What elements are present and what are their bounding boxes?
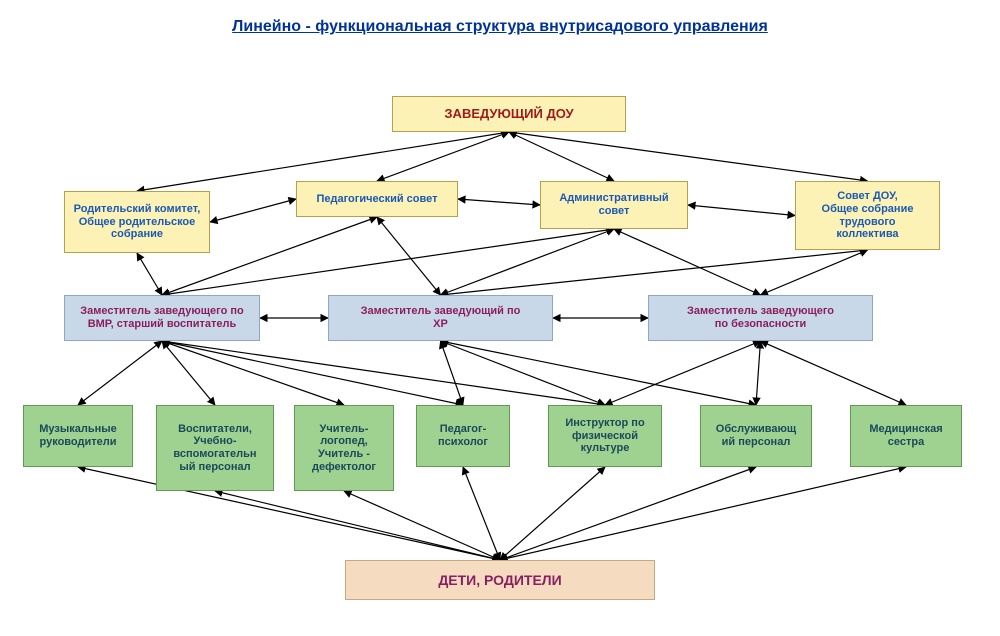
edge-admin_council-dep_xp	[441, 229, 615, 295]
edge-ped_council-dep_xp	[377, 217, 441, 295]
edge-admin_council-dep_vmr	[162, 229, 614, 295]
edge-admin_council-council_dou	[688, 205, 795, 216]
edge-dep_vmr-logoped	[162, 341, 344, 405]
node-parents: Родительский комитет, Общее родительское…	[64, 191, 210, 253]
node-dep_xp: Заместитель заведующий по ХР	[328, 295, 553, 341]
edge-head-ped_council	[377, 132, 509, 181]
edge-council_dou-dep_sec	[761, 250, 868, 295]
edge-dep_vmr-vospit	[162, 341, 215, 405]
edge-psych-children	[463, 467, 500, 560]
node-dep_sec: Заместитель заведующего по безопасности	[648, 295, 873, 341]
edge-dep_xp-instr	[441, 341, 606, 405]
edge-service-children	[500, 467, 756, 560]
edge-dep_sec-nurse	[761, 341, 907, 405]
edge-logoped-children	[344, 491, 500, 560]
node-service: Обслуживающ ий персонал	[700, 405, 812, 467]
node-admin_council: Административный совет	[540, 181, 688, 229]
edge-dep_sec-service	[756, 341, 761, 405]
edge-parents-ped_council	[210, 199, 296, 222]
edge-council_dou-dep_xp	[441, 250, 868, 295]
node-children: ДЕТИ, РОДИТЕЛИ	[345, 560, 655, 600]
node-vospit: Воспитатели, Учебно- вспомогательн ый пе…	[156, 405, 274, 491]
node-logoped: Учитель- логопед, Учитель - дефектолог	[294, 405, 394, 491]
edge-admin_council-dep_sec	[614, 229, 761, 295]
edge-dep_vmr-music	[78, 341, 162, 405]
edge-dep_sec-instr	[605, 341, 761, 405]
node-dep_vmr: Заместитель заведующего по ВМР, старший …	[64, 295, 260, 341]
edge-dep_vmr-instr	[162, 341, 605, 405]
diagram-title: Линейно - функциональная структура внутр…	[0, 18, 1000, 36]
edge-head-council_dou	[509, 132, 868, 181]
node-ped_council: Педагогический совет	[296, 181, 458, 217]
edge-dep_xp-service	[441, 341, 757, 405]
node-music: Музыкальные руководители	[23, 405, 133, 467]
node-instr: Инструктор по физической культуре	[548, 405, 662, 467]
edge-head-admin_council	[509, 132, 614, 181]
edge-dep_xp-psych	[441, 341, 464, 405]
node-psych: Педагог- психолог	[416, 405, 510, 467]
edge-vospit-children	[215, 491, 500, 560]
node-council_dou: Совет ДОУ, Общее собрание трудового колл…	[795, 181, 940, 250]
node-head: ЗАВЕДУЮЩИЙ ДОУ	[392, 96, 626, 132]
edge-dep_vmr-psych	[162, 341, 463, 405]
edge-parents-dep_vmr	[137, 253, 162, 295]
diagram-stage: Линейно - функциональная структура внутр…	[0, 0, 1000, 636]
edge-nurse-children	[500, 467, 906, 560]
edge-music-children	[78, 467, 500, 560]
edge-ped_council-admin_council	[458, 199, 540, 205]
node-nurse: Медицинская сестра	[850, 405, 962, 467]
edge-instr-children	[500, 467, 605, 560]
